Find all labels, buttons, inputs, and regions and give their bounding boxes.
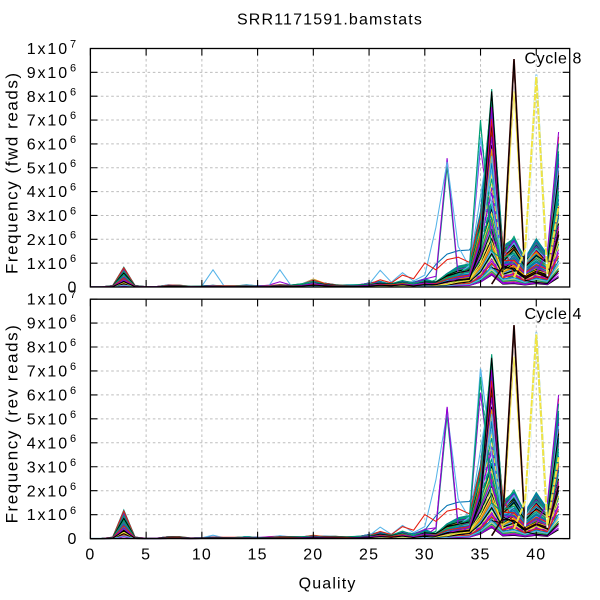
- svg-text:Frequency (fwd reads): Frequency (fwd reads): [3, 71, 22, 274]
- svg-text:5x10: 5x10: [27, 160, 69, 177]
- svg-text:40: 40: [526, 547, 546, 564]
- svg-text:6: 6: [70, 337, 76, 349]
- svg-text:SRR1171591.bamstats: SRR1171591.bamstats: [237, 12, 423, 29]
- svg-text:2x10: 2x10: [27, 483, 69, 500]
- svg-text:6: 6: [70, 86, 76, 98]
- svg-text:0: 0: [67, 531, 77, 548]
- svg-text:6: 6: [70, 433, 76, 445]
- svg-text:6: 6: [70, 62, 76, 74]
- svg-text:6: 6: [70, 505, 76, 517]
- svg-text:7: 7: [70, 39, 76, 51]
- svg-text:30: 30: [415, 547, 435, 564]
- svg-text:Cycle 8: Cycle 8: [524, 51, 582, 68]
- svg-text:20: 20: [303, 547, 323, 564]
- svg-text:4x10: 4x10: [27, 435, 69, 452]
- svg-text:1x10: 1x10: [27, 256, 69, 273]
- svg-text:5: 5: [141, 547, 151, 564]
- svg-text:6x10: 6x10: [27, 137, 69, 154]
- svg-text:4x10: 4x10: [27, 184, 69, 201]
- svg-text:6: 6: [70, 110, 76, 122]
- svg-text:8x10: 8x10: [27, 340, 69, 357]
- svg-text:Cycle 4: Cycle 4: [524, 306, 582, 323]
- svg-text:7x10: 7x10: [27, 113, 69, 130]
- svg-text:7: 7: [70, 289, 76, 301]
- svg-text:5x10: 5x10: [27, 412, 69, 429]
- svg-text:Quality: Quality: [299, 576, 357, 593]
- svg-text:35: 35: [470, 547, 490, 564]
- svg-text:6: 6: [70, 385, 76, 397]
- svg-text:10: 10: [192, 547, 212, 564]
- svg-text:3x10: 3x10: [27, 208, 69, 225]
- svg-text:1x10: 1x10: [27, 507, 69, 524]
- svg-text:9x10: 9x10: [27, 65, 69, 82]
- svg-text:2x10: 2x10: [27, 232, 69, 249]
- svg-text:6: 6: [70, 409, 76, 421]
- svg-text:6: 6: [70, 134, 76, 146]
- svg-text:6: 6: [70, 313, 76, 325]
- svg-text:6x10: 6x10: [27, 388, 69, 405]
- svg-text:6: 6: [70, 206, 76, 218]
- svg-text:6: 6: [70, 182, 76, 194]
- svg-text:9x10: 9x10: [27, 316, 69, 333]
- svg-text:25: 25: [359, 547, 379, 564]
- svg-text:7x10: 7x10: [27, 364, 69, 381]
- svg-text:0: 0: [67, 280, 77, 297]
- svg-text:0: 0: [85, 547, 95, 564]
- svg-text:6: 6: [70, 253, 76, 265]
- svg-text:8x10: 8x10: [27, 89, 69, 106]
- svg-text:6: 6: [70, 229, 76, 241]
- svg-text:Frequency (rev reads): Frequency (rev reads): [3, 324, 22, 524]
- svg-text:6: 6: [70, 361, 76, 373]
- svg-text:1x10: 1x10: [27, 292, 69, 309]
- svg-text:6: 6: [70, 158, 76, 170]
- svg-text:15: 15: [248, 547, 268, 564]
- svg-text:3x10: 3x10: [27, 459, 69, 476]
- svg-text:1x10: 1x10: [27, 41, 69, 58]
- svg-text:6: 6: [70, 481, 76, 493]
- svg-text:6: 6: [70, 457, 76, 469]
